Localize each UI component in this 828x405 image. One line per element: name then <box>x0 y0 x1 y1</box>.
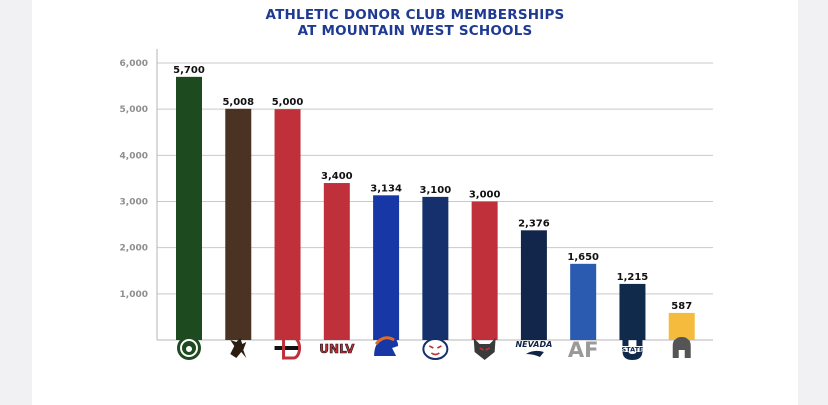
spartan-helmet-icon <box>672 337 691 358</box>
school-logo-icon: NEVADA <box>515 340 552 357</box>
school-logos: UNLV NEVADA AF STATE <box>177 333 691 362</box>
school-logo-icon <box>274 336 302 360</box>
school-logo-icon <box>177 336 201 360</box>
chart-title-line-1: ATHLETIC DONOR CLUB MEMBERSHIPS <box>265 7 565 23</box>
chart-title: ATHLETIC DONOR CLUB MEMBERSHIPS AT MOUNT… <box>32 7 798 39</box>
bar <box>176 76 202 340</box>
data-label: 5,700 <box>173 65 205 76</box>
state-band-icon <box>620 346 645 352</box>
bar <box>570 263 597 340</box>
chart-title-line-2: AT MOUNTAIN WEST SCHOOLS <box>297 22 533 39</box>
data-label: 5,008 <box>222 97 254 108</box>
data-label: 3,100 <box>420 185 452 196</box>
bar <box>323 183 350 340</box>
wolf-head-icon <box>473 338 496 360</box>
school-logo-icon: STATE <box>620 337 645 360</box>
y-tick-label: 4,000 <box>120 151 148 161</box>
state-wordmark: STATE <box>621 346 643 354</box>
sd-bar-icon <box>274 346 301 350</box>
bar <box>520 230 547 340</box>
data-label: 1,215 <box>617 272 649 283</box>
school-logo-icon <box>672 333 691 358</box>
unlv-wordmark: UNLV <box>319 342 355 356</box>
y-tick-label: 3,000 <box>120 198 148 208</box>
school-logo-icon: UNLV <box>319 342 355 357</box>
af-wordmark: AF <box>568 338 599 362</box>
bar <box>225 108 252 340</box>
u-letter-icon <box>622 337 643 360</box>
gridlines: 1,000 2,000 3,000 4,000 5,000 6,000 <box>120 59 713 300</box>
helmet-crest-icon <box>672 333 691 341</box>
data-label: 3,400 <box>321 171 353 182</box>
data-label: 5,000 <box>272 97 304 108</box>
school-logo-icon <box>230 338 247 358</box>
school-logo-icon <box>473 338 496 360</box>
bulldog-mouth-icon <box>429 345 442 356</box>
data-label: 2,376 <box>518 218 550 229</box>
school-logo-icon: AF <box>568 338 599 362</box>
school-logo-icon <box>422 338 449 360</box>
data-label: 1,650 <box>567 252 599 263</box>
y-tick-label: 5,000 <box>120 105 148 115</box>
bar <box>373 195 400 340</box>
data-label: 3,000 <box>469 190 501 201</box>
sd-letter-icon <box>282 336 302 360</box>
wolf-eyes-icon <box>479 347 490 351</box>
data-label: 3,134 <box>370 183 402 194</box>
horse-rider-icon <box>230 338 247 358</box>
wolf-silhouette-icon <box>525 350 544 357</box>
data-label: 587 <box>671 301 692 312</box>
y-tick-label: 2,000 <box>120 244 148 254</box>
ram-face-icon <box>186 346 192 352</box>
bar <box>274 109 301 341</box>
bars <box>176 76 695 341</box>
bronco-mane-icon <box>374 336 395 345</box>
school-logo-icon <box>374 336 399 356</box>
bar <box>422 196 449 340</box>
ram-horn-icon <box>180 339 198 357</box>
y-tick-label: 6,000 <box>120 59 148 69</box>
y-tick-label: 1,000 <box>120 290 148 300</box>
data-labels: 5,700 5,008 5,000 3,400 3,134 3,100 3,000 2,376… <box>173 65 692 312</box>
nevada-wordmark: NEVADA <box>515 340 552 349</box>
bar <box>619 283 646 340</box>
bulldog-face-icon <box>422 338 449 360</box>
bar <box>471 201 498 340</box>
